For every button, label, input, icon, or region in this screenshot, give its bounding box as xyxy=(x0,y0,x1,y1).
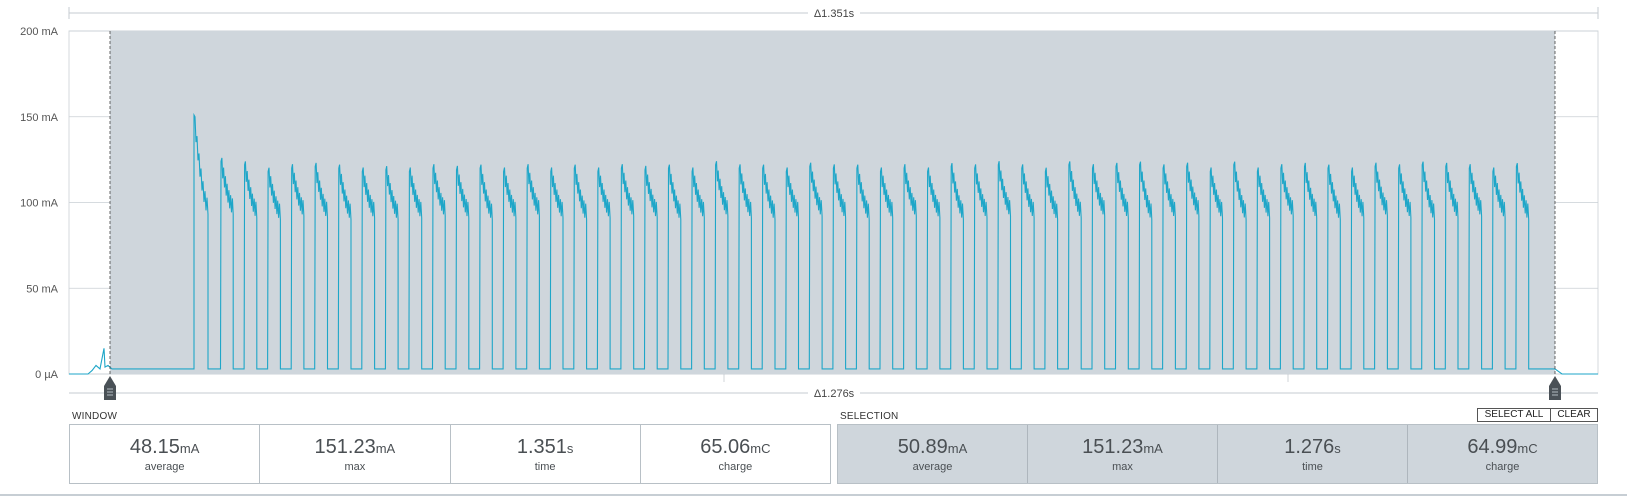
window-charge-value: 65.06 xyxy=(700,435,751,458)
selection-delta-ruler: Δ1.276s xyxy=(69,385,1598,401)
selection-average-unit: mA xyxy=(947,440,968,456)
window-average-label: average xyxy=(144,460,185,473)
selection-charge-value: 64.99 xyxy=(1467,435,1518,458)
y-tick-label: 50 mA xyxy=(26,283,58,295)
selection-max: 151.23mA max xyxy=(1027,425,1217,483)
window-average: 48.15mA average xyxy=(70,425,259,483)
window-delta-text: Δ1.351s xyxy=(814,8,855,20)
selection-time-unit: s xyxy=(1334,440,1341,456)
selection-cursors[interactable] xyxy=(104,31,1561,400)
y-tick-label: 150 mA xyxy=(20,112,59,124)
window-max-unit: mA xyxy=(375,440,396,456)
left-cursor-handle-icon[interactable] xyxy=(104,376,116,400)
window-time-unit: s xyxy=(566,440,574,456)
selection-time-label: time xyxy=(1302,460,1323,473)
window-stats: 48.15mA average 151.23mA max 1.351s time… xyxy=(69,424,831,484)
selection-delta-bg xyxy=(808,385,860,401)
window-time: 1.351s time xyxy=(449,425,640,483)
selection-delta-text: Δ1.276s xyxy=(814,388,855,400)
selection-time-value: 1.276 xyxy=(1284,435,1335,458)
window-charge-label: charge xyxy=(718,460,753,473)
y-tick-label: 200 mA xyxy=(20,26,59,38)
selection-stats: 50.89mA average 151.23mA max 1.276s time… xyxy=(837,424,1598,484)
window-delta-bg xyxy=(808,5,860,21)
bottom-divider xyxy=(0,494,1627,496)
window-label: WINDOW xyxy=(72,411,118,422)
selection-charge: 64.99mC charge xyxy=(1407,425,1597,483)
window-delta-ruler: Δ1.351s xyxy=(68,5,1599,21)
selection-average-value: 50.89 xyxy=(897,435,948,458)
current-chart[interactable]: 200 mA 150 mA 100 mA 50 mA 0 µA Δ1.351s Δ1.2… xyxy=(0,0,1627,405)
y-tick-label: 100 mA xyxy=(20,198,59,210)
right-cursor-handle-icon[interactable] xyxy=(1549,376,1561,400)
selection-charge-unit: mC xyxy=(1517,440,1538,456)
window-max-value: 151.23 xyxy=(314,435,376,458)
selection-time: 1.276s time xyxy=(1217,425,1407,483)
selection-max-value: 151.23 xyxy=(1082,435,1144,458)
clear-button[interactable]: CLEAR xyxy=(1550,408,1598,422)
window-max: 151.23mA max xyxy=(259,425,449,483)
window-time-label: time xyxy=(534,460,556,473)
selection-max-label: max xyxy=(1112,460,1133,473)
window-max-label: max xyxy=(344,460,366,473)
y-axis-ticks: 200 mA 150 mA 100 mA 50 mA 0 µA xyxy=(20,26,59,381)
y-tick-label: 0 µA xyxy=(35,369,59,381)
selection-charge-label: charge xyxy=(1485,460,1520,473)
selection-average-label: average xyxy=(912,460,953,473)
window-average-value: 48.15 xyxy=(129,435,180,458)
selection-max-unit: mA xyxy=(1143,440,1163,456)
select-all-button[interactable]: SELECT ALL xyxy=(1477,408,1551,422)
window-time-value: 1.351 xyxy=(516,435,567,458)
window-charge: 65.06mC charge xyxy=(639,425,830,483)
selection-average: 50.89mA average xyxy=(838,425,1027,483)
window-charge-unit: mC xyxy=(750,440,771,456)
selection-label: SELECTION xyxy=(840,411,899,422)
current-trace xyxy=(69,112,1598,375)
window-average-unit: mA xyxy=(179,440,200,456)
